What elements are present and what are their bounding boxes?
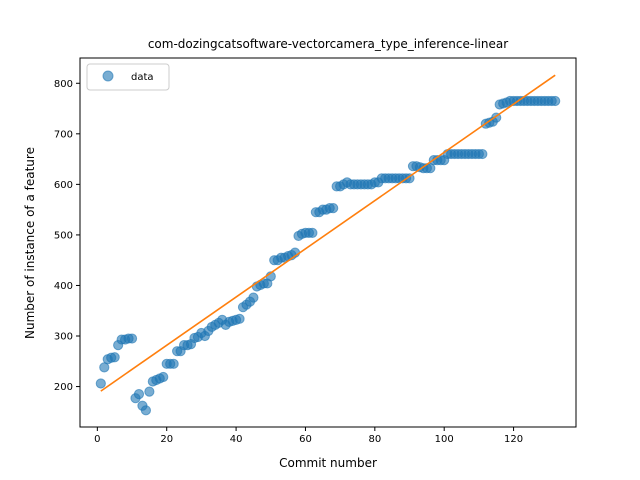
data-point	[404, 173, 415, 184]
data-point	[133, 389, 145, 400]
fit-line	[100, 74, 556, 392]
data-point	[550, 95, 561, 107]
data-point	[126, 333, 138, 344]
axes-frame	[79, 57, 577, 428]
data-point	[234, 313, 245, 324]
data-point	[140, 405, 152, 416]
y-axis-label: Number of instance of a feature	[23, 147, 37, 339]
y-tick-label: 300	[54, 332, 73, 343]
data-point	[158, 371, 169, 383]
x-tick-label: 40	[230, 434, 243, 445]
x-axis-label: Commit number	[279, 456, 377, 470]
x-axis: 0 20 40 60 80 100 120	[94, 427, 523, 445]
data-point	[328, 203, 339, 214]
x-tick-label: 0	[94, 434, 100, 445]
chart-title: com-dozingcatsoftware-vectorcamera_type_…	[148, 37, 508, 51]
data-point	[109, 352, 120, 363]
data-point	[307, 227, 318, 238]
y-axis: 200 300 400 500 600 700 800	[54, 79, 80, 393]
data-point	[168, 358, 179, 369]
y-tick-label: 700	[54, 129, 73, 140]
y-tick-label: 200	[54, 382, 73, 393]
y-tick-label: 600	[54, 180, 73, 191]
data-marks	[95, 74, 561, 416]
data-point	[144, 386, 155, 397]
y-tick-label: 800	[54, 79, 73, 90]
data-point	[95, 378, 106, 389]
x-tick-label: 20	[160, 434, 173, 445]
x-tick-label: 80	[368, 434, 381, 445]
data-point	[248, 292, 259, 303]
legend: data	[86, 63, 170, 91]
legend-box	[86, 63, 170, 91]
axes-border	[79, 57, 577, 428]
y-tick-label: 500	[54, 230, 73, 241]
legend-marker	[102, 70, 114, 82]
x-tick-label: 120	[504, 434, 523, 445]
data-point	[477, 148, 488, 160]
x-tick-label: 60	[299, 434, 312, 445]
y-tick-label: 400	[54, 281, 73, 292]
legend-label: data	[131, 72, 154, 83]
x-tick-label: 100	[435, 434, 454, 445]
